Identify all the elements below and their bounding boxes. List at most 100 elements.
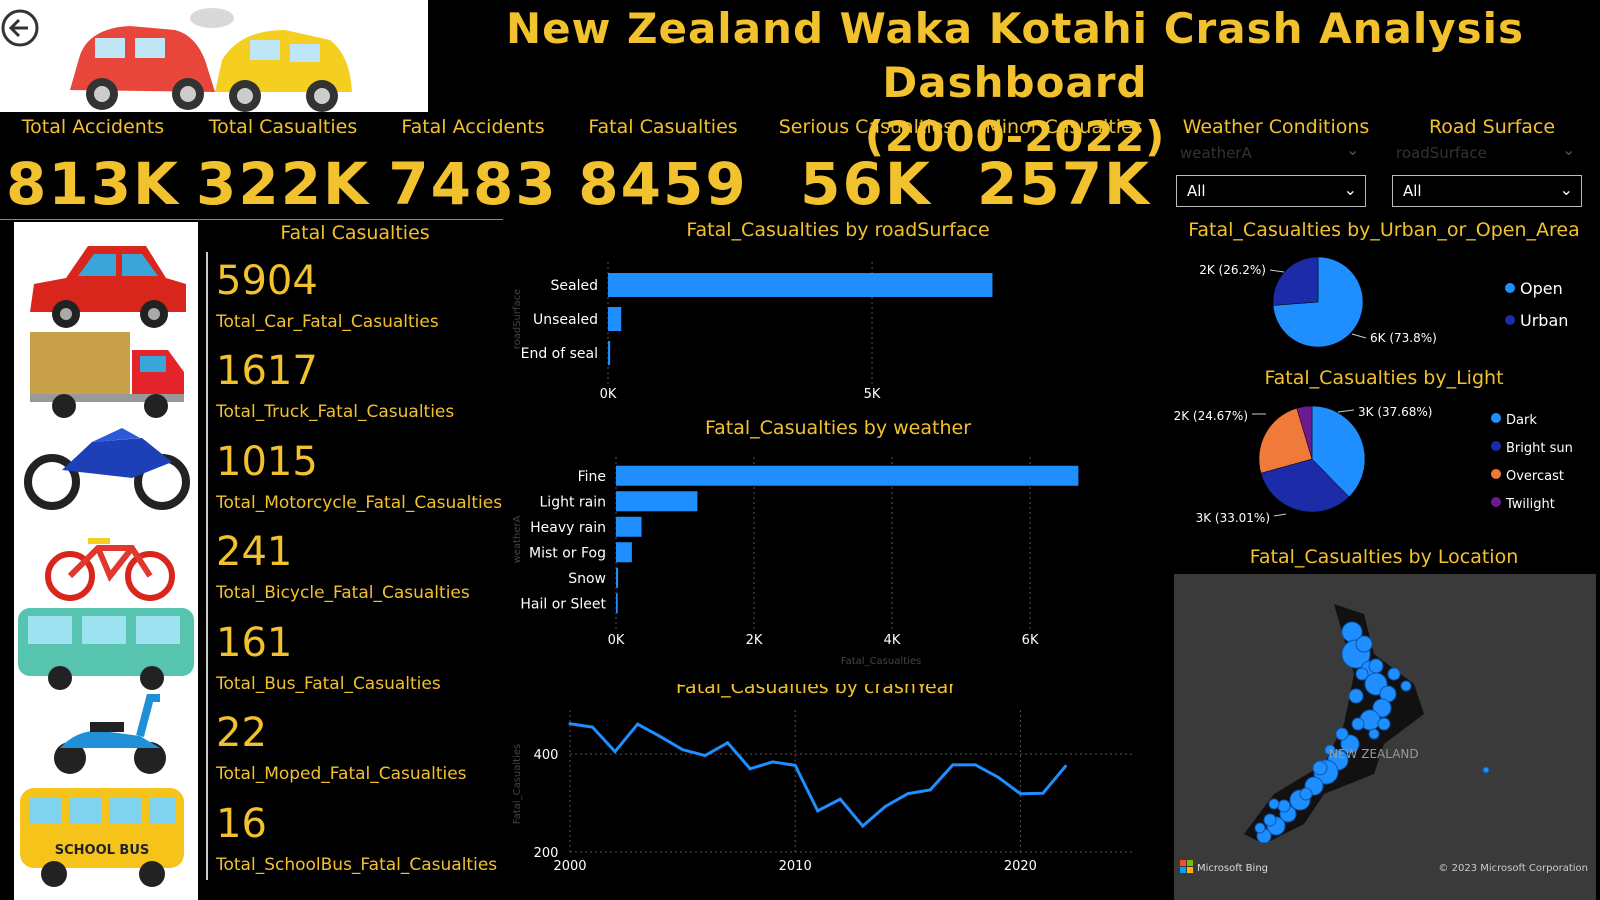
map-marker[interactable] — [1324, 744, 1336, 756]
light-legend-marker — [1491, 497, 1501, 507]
map-marker[interactable] — [1351, 717, 1365, 731]
map-marker[interactable] — [1368, 728, 1380, 740]
map-marker[interactable] — [1312, 760, 1328, 776]
stat-value-truck: 1617 — [216, 348, 318, 394]
crash-year-point — [636, 722, 640, 726]
stat-value-moped: 22 — [216, 710, 267, 756]
map-marker[interactable] — [1377, 717, 1391, 731]
kpi-label-serious-casualties: Serious Casualties — [778, 116, 954, 138]
vehicle-icons: SCHOOL BUS — [18, 246, 194, 887]
map-marker[interactable] — [1355, 635, 1373, 653]
road-surface-chart: Fatal_Casualties by roadSurface roadSurfa… — [508, 219, 1168, 416]
stat-label-truck: Total_Truck_Fatal_Casualties — [216, 402, 455, 422]
crash-year-chart: Fatal_Casualties by crashYear Fatal_Casua… — [508, 676, 1168, 900]
weather-filter-dropdown[interactable]: All ⌄ — [1176, 175, 1366, 207]
page-title: New Zealand Waka Kotahi Crash Analysis D… — [440, 2, 1590, 164]
motorcycle-icon — [24, 428, 190, 510]
weather-ylabel: weatherA — [512, 515, 523, 563]
kpi-label-total-accidents: Total Accidents — [21, 116, 165, 138]
road-surface-bar-chart: Fatal_Casualties by roadSurface roadSurfa… — [512, 219, 993, 402]
weather-filter-label: Weather Conditions — [1182, 116, 1370, 138]
light-legend-marker — [1491, 469, 1501, 479]
weather-tick-label: 6K — [1022, 633, 1039, 648]
road-filter-selected: All — [1403, 182, 1422, 200]
crash-year-point — [816, 809, 820, 813]
map-marker[interactable] — [1355, 667, 1369, 681]
chevron-down-icon[interactable]: ⌄ — [1562, 140, 1576, 159]
fatal-panel-divider — [206, 252, 208, 880]
crash-year-point — [996, 775, 1000, 779]
crash-year-point — [861, 824, 865, 828]
crash-year-point — [1041, 791, 1045, 795]
road-filter-dropdown[interactable]: All ⌄ — [1392, 175, 1582, 207]
truck-icon — [30, 332, 184, 418]
yellow-car-icon — [215, 30, 352, 112]
light-data-label: 2K (24.67%) — [1174, 409, 1248, 423]
weather-bar — [616, 542, 632, 563]
crash-year-title: Fatal_Casualties by crashYear — [676, 684, 956, 698]
road-surface-bar — [608, 273, 993, 297]
stat-label-bicycle: Total_Bicycle_Fatal_Casualties — [216, 583, 470, 603]
map-marker[interactable] — [1263, 813, 1277, 827]
crash-year-point — [883, 804, 887, 808]
light-legend-label: Dark — [1506, 413, 1537, 428]
school-bus-text: SCHOOL BUS — [55, 843, 150, 858]
kpi-value-minor-casualties: 257K — [976, 150, 1151, 218]
map-marker[interactable] — [1387, 667, 1401, 681]
location-map[interactable]: NEW ZEALAND Microsoft Bing © 2023 Micros… — [1174, 574, 1596, 900]
crash-year-xtick-label: 2010 — [779, 859, 812, 874]
map-marker[interactable] — [1348, 688, 1364, 704]
map-marker[interactable] — [1368, 658, 1384, 674]
map-marker[interactable] — [1482, 766, 1490, 774]
road-surface-bar — [608, 341, 611, 365]
map-marker[interactable] — [1335, 727, 1349, 741]
crash-year-point — [726, 741, 730, 745]
map-copyright: © 2023 Microsoft Corporation — [1438, 863, 1588, 874]
stat-value-motorcycle: 1015 — [216, 439, 318, 485]
road-filter-label: Road Surface — [1428, 116, 1556, 138]
crash-year-point — [658, 734, 662, 738]
light-data-label: 3K (37.68%) — [1358, 405, 1432, 419]
new-zealand-map: NEW ZEALAND Microsoft Bing © 2023 Micros… — [1180, 604, 1588, 874]
light-legend-label: Twilight — [1505, 497, 1555, 512]
map-brand: Microsoft Bing — [1197, 863, 1268, 874]
crash-year-point — [928, 788, 932, 792]
light-slice — [1258, 407, 1313, 474]
light-slice — [1260, 458, 1350, 513]
map-marker[interactable] — [1372, 698, 1392, 718]
map-marker[interactable] — [1254, 822, 1266, 834]
road-filter-field: roadSurface — [1396, 144, 1487, 162]
crash-year-point — [748, 767, 752, 771]
road-surface-category-label: Sealed — [551, 278, 598, 294]
back-button[interactable] — [0, 8, 40, 48]
light-chart: Fatal_Casualties by_Light 3K (37.68%) Dark… — [1170, 367, 1598, 542]
kpi-label-fatal-casualties: Fatal Casualties — [588, 116, 738, 138]
chevron-down-icon: ⌄ — [1559, 180, 1573, 199]
kpi-label-total-casualties: Total Casualties — [208, 116, 358, 138]
urban-open-title: Fatal_Casualties by_Urban_or_Open_Area — [1188, 222, 1580, 241]
fatal-panel-title: Fatal Casualties — [280, 222, 430, 244]
urban-open-chart: Fatal_Casualties by_Urban_or_Open_Area 6K… — [1170, 219, 1598, 374]
arrow-left-icon — [1, 9, 39, 47]
chevron-down-icon[interactable]: ⌄ — [1346, 140, 1360, 159]
chevron-down-icon: ⌄ — [1343, 180, 1357, 199]
weather-title: Fatal_Casualties by weather — [705, 420, 971, 439]
light-pie-chart: Fatal_Casualties by_Light 3K (37.68%) Dark… — [1174, 367, 1573, 525]
map-marker[interactable] — [1340, 734, 1360, 754]
kpi-value-total-casualties: 322K — [195, 150, 370, 218]
crash-year-ytick-label: 400 — [534, 748, 559, 763]
kpi-value-fatal-casualties: 8459 — [578, 150, 748, 218]
crash-year-point — [771, 760, 775, 764]
map-marker[interactable] — [1277, 799, 1291, 813]
crash-year-point — [793, 763, 797, 767]
kpi-value-fatal-accidents: 7483 — [388, 150, 558, 218]
weather-bar — [616, 491, 698, 512]
map-marker[interactable] — [1268, 798, 1280, 810]
map-marker[interactable] — [1400, 680, 1412, 692]
weather-category-label: Fine — [578, 469, 606, 485]
road-surface-ylabel: roadSurface — [512, 289, 523, 350]
map-marker[interactable] — [1299, 787, 1313, 801]
stat-value-school-bus: 16 — [216, 801, 267, 847]
map-title: Fatal_Casualties by Location — [1249, 546, 1519, 568]
weather-bar-chart: Fatal_Casualties by weather weatherA 0K 2K 4… — [512, 417, 1079, 667]
